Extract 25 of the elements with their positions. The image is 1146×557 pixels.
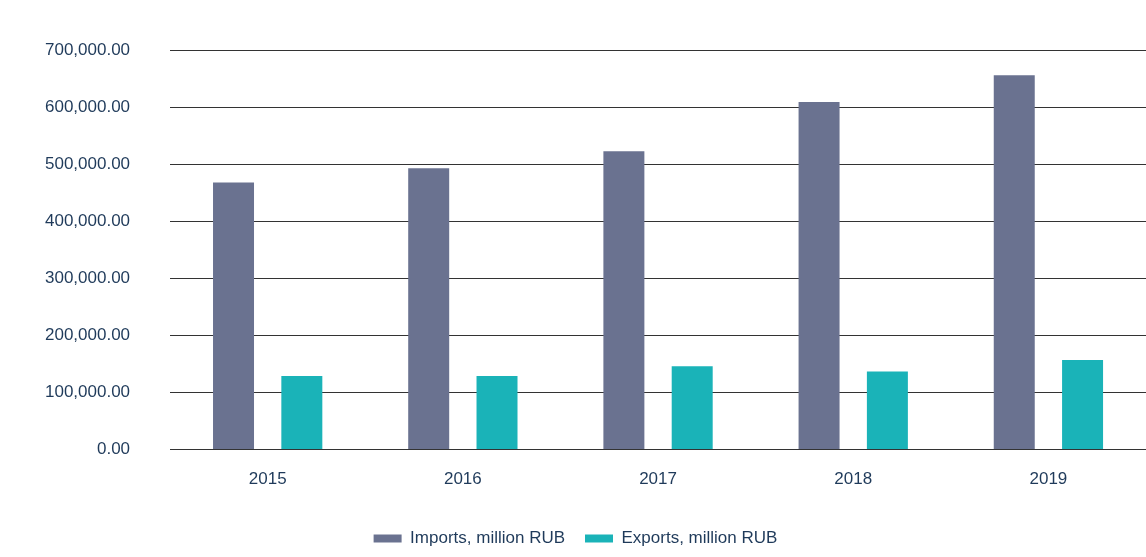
bar bbox=[993, 75, 1035, 450]
y-tick-label: 300,000.00 bbox=[44, 268, 131, 288]
bar bbox=[213, 182, 255, 450]
bar bbox=[671, 366, 713, 450]
bar bbox=[866, 371, 908, 450]
legend-label: Exports, million RUB bbox=[621, 528, 778, 548]
x-tick-label: 2016 bbox=[443, 469, 482, 489]
bar bbox=[476, 376, 518, 450]
bar bbox=[281, 376, 323, 450]
x-tick-label: 2018 bbox=[834, 469, 873, 489]
bar bbox=[603, 151, 645, 450]
legend-label: Imports, million RUB bbox=[410, 528, 566, 548]
bar bbox=[408, 168, 450, 450]
y-tick-label: 100,000.00 bbox=[44, 382, 131, 402]
y-tick-label: 200,000.00 bbox=[44, 325, 131, 345]
y-tick-label: 700,000.00 bbox=[44, 39, 131, 59]
y-tick-label: 400,000.00 bbox=[44, 211, 131, 231]
x-tick-label: 2019 bbox=[1029, 469, 1068, 489]
y-tick-label: 500,000.00 bbox=[44, 154, 131, 173]
y-tick-label: 0.00 bbox=[96, 439, 131, 459]
y-tick-label: 600,000.00 bbox=[44, 96, 131, 116]
bar bbox=[1062, 360, 1104, 450]
x-tick-label: 2015 bbox=[248, 469, 287, 489]
x-tick-label: 2017 bbox=[639, 469, 677, 489]
bar bbox=[798, 102, 840, 450]
